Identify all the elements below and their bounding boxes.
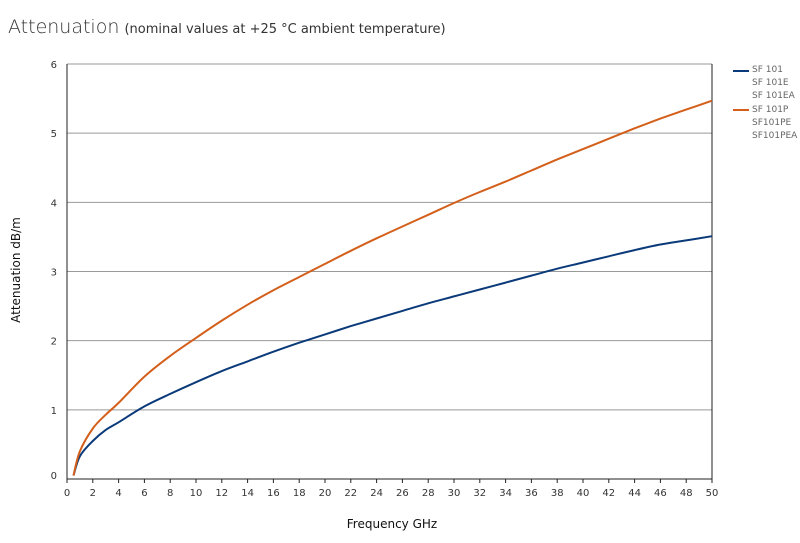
x-tick-label: 18 [293,488,306,499]
y-axis-label: Attenuation dB/m [9,217,23,323]
x-tick-label: 48 [680,488,693,499]
x-tick-label: 28 [422,488,435,499]
x-tick-label: 10 [190,488,203,499]
y-tick-label: 0 [51,471,57,482]
x-tick-label: 46 [654,488,667,499]
x-tick-label: 20 [319,488,332,499]
x-tick-label: 42 [602,488,615,499]
legend-label: SF101PE [752,117,792,128]
x-tick-label: 36 [525,488,538,499]
legend-label: SF 101 [752,65,783,75]
chart-title-block: Attenuation (nominal values at +25 °C am… [8,16,446,38]
x-axis-label: Frequency GHz [347,517,437,531]
x-tick-label: 22 [344,488,357,499]
x-tick-label: 6 [141,488,147,499]
series-line-2 [72,99,713,476]
x-tick-label: 24 [370,488,383,499]
x-tick-label: 14 [241,488,254,499]
chart-title: Attenuation [8,16,120,38]
legend-entry: SF101PEA [733,130,797,143]
x-tick-label: 34 [499,488,512,499]
x-tick-label: 0 [64,488,70,499]
x-tick-label: 50 [706,488,719,499]
x-tick-label: 26 [396,488,409,499]
x-tick-label: 4 [115,488,121,499]
axes [66,64,713,483]
y-tick-label: 3 [51,268,57,279]
legend-label: SF101PEA [752,131,798,142]
legend-label: SF 101EA [752,91,795,102]
legend: SF 101 SF 101E SF 101EA SF 101P SF101PE SF101… [733,64,797,143]
x-tick-label: 32 [473,488,486,499]
y-tick-label: 6 [51,60,57,71]
x-tick-labels: 0 2 4 6 8 10 12 14 16 18 20 22 24 26 28 30 32 34 36 38 40 42 4… [64,488,719,499]
x-tick-label: 2 [90,488,96,499]
x-tick-label: 38 [551,488,564,499]
legend-entry: SF 101 [733,64,797,77]
x-tick-label: 30 [448,488,461,499]
legend-entry: SF 101P [733,104,797,117]
y-tick-labels: 0 1 2 3 4 5 6 [51,60,57,482]
y-tick-label: 2 [51,337,57,348]
legend-swatch [733,69,749,72]
series-lines [72,99,713,476]
legend-swatch [733,109,749,112]
x-tick-label: 12 [215,488,228,499]
legend-label: SF 101P [752,104,789,115]
legend-label: SF 101E [752,78,789,89]
grid-lines [67,63,712,411]
chart-subtitle: (nominal values at +25 °C ambient temper… [124,22,446,37]
y-tick-label: 5 [51,129,57,140]
legend-entry: SF101PE [733,117,797,130]
x-tick-label: 40 [577,488,590,499]
y-tick-label: 1 [51,406,57,417]
legend-entry: SF 101E [733,77,797,90]
x-tick-label: 44 [628,488,641,499]
x-tick-label: 16 [267,488,280,499]
legend-entry: SF 101EA [733,90,797,103]
series-line-1 [72,235,713,476]
x-tick-label: 8 [167,488,173,499]
y-tick-label: 4 [51,198,57,209]
